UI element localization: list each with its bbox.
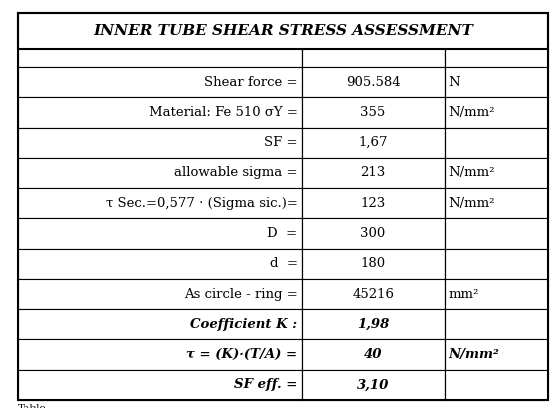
Bar bbox=[18, 67, 301, 97]
Bar bbox=[301, 370, 445, 400]
Text: Shear force =: Shear force = bbox=[204, 75, 297, 89]
Text: 1,98: 1,98 bbox=[357, 318, 389, 331]
Bar bbox=[18, 279, 301, 309]
Text: Material: Fe 510 σY =: Material: Fe 510 σY = bbox=[148, 106, 297, 119]
Bar bbox=[301, 67, 445, 97]
Text: N/mm²: N/mm² bbox=[449, 106, 495, 119]
Bar bbox=[445, 309, 548, 339]
Text: 45216: 45216 bbox=[352, 288, 394, 301]
Bar bbox=[301, 158, 445, 188]
Bar bbox=[301, 128, 445, 158]
Text: Coefficient K :: Coefficient K : bbox=[190, 318, 297, 331]
Text: INNER TUBE SHEAR STRESS ASSESSMENT: INNER TUBE SHEAR STRESS ASSESSMENT bbox=[93, 24, 473, 38]
Bar bbox=[445, 370, 548, 400]
Bar bbox=[18, 370, 301, 400]
Text: SF eff. =: SF eff. = bbox=[234, 378, 297, 391]
Text: τ = (K)·(T/A) =: τ = (K)·(T/A) = bbox=[186, 348, 297, 361]
Text: 123: 123 bbox=[361, 197, 386, 210]
Bar bbox=[18, 128, 301, 158]
Text: N/mm²: N/mm² bbox=[449, 166, 495, 180]
Text: mm²: mm² bbox=[449, 288, 479, 301]
Bar bbox=[445, 218, 548, 248]
Bar bbox=[445, 49, 548, 67]
Bar bbox=[445, 67, 548, 97]
Text: N/mm²: N/mm² bbox=[449, 197, 495, 210]
Bar bbox=[301, 49, 445, 67]
Text: 213: 213 bbox=[361, 166, 386, 180]
Text: 1,67: 1,67 bbox=[358, 136, 388, 149]
Bar bbox=[445, 188, 548, 218]
Bar bbox=[18, 248, 301, 279]
Bar bbox=[445, 279, 548, 309]
Bar bbox=[301, 279, 445, 309]
Bar bbox=[301, 309, 445, 339]
Text: SF =: SF = bbox=[264, 136, 297, 149]
Bar bbox=[445, 97, 548, 128]
Text: 300: 300 bbox=[361, 227, 386, 240]
Bar bbox=[18, 49, 301, 67]
Bar bbox=[18, 188, 301, 218]
Bar bbox=[18, 339, 301, 370]
Text: N: N bbox=[449, 75, 460, 89]
Text: D  =: D = bbox=[268, 227, 297, 240]
Text: 180: 180 bbox=[361, 257, 386, 270]
Bar bbox=[18, 97, 301, 128]
Bar bbox=[445, 128, 548, 158]
Bar bbox=[301, 218, 445, 248]
Bar bbox=[301, 188, 445, 218]
Bar bbox=[445, 248, 548, 279]
Text: allowable sigma =: allowable sigma = bbox=[174, 166, 297, 180]
Text: 905.584: 905.584 bbox=[346, 75, 400, 89]
Text: 40: 40 bbox=[364, 348, 382, 361]
Bar bbox=[18, 13, 548, 49]
Bar bbox=[18, 158, 301, 188]
Bar bbox=[301, 248, 445, 279]
Bar bbox=[445, 339, 548, 370]
Text: 355: 355 bbox=[361, 106, 386, 119]
Text: 3,10: 3,10 bbox=[357, 378, 389, 391]
Bar bbox=[18, 309, 301, 339]
Bar bbox=[18, 218, 301, 248]
Bar bbox=[301, 339, 445, 370]
Bar bbox=[301, 97, 445, 128]
Bar bbox=[445, 158, 548, 188]
Text: τ Sec.=0,577 · (Sigma sic.)=: τ Sec.=0,577 · (Sigma sic.)= bbox=[106, 197, 297, 210]
Text: d  =: d = bbox=[269, 257, 297, 270]
Text: As circle - ring =: As circle - ring = bbox=[184, 288, 297, 301]
Text: Table: Table bbox=[18, 404, 46, 408]
Text: N/mm²: N/mm² bbox=[449, 348, 500, 361]
